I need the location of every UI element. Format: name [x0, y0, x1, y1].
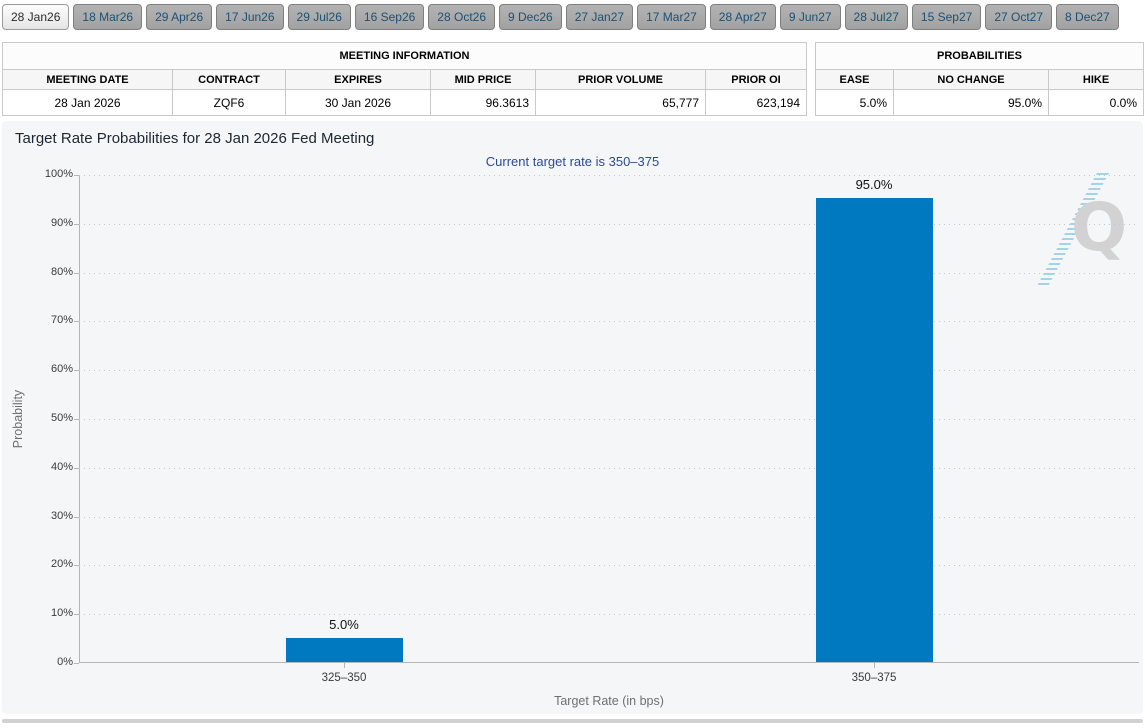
gridline-20 [79, 565, 1139, 567]
y-tick-10 [74, 614, 79, 616]
bar-325-350 [285, 637, 403, 662]
meeting-information-data-row: 28 Jan 2026 ZQF6 30 Jan 2026 96.3613 65,777 6… [2, 89, 807, 116]
x-tick-350-375 [874, 663, 875, 668]
y-tick-70 [74, 321, 79, 323]
bar-value-label-325-350: 5.0% [329, 616, 359, 632]
tab-17-mar27[interactable]: 17 Mar27 [637, 4, 706, 30]
x-tick-label-350-375: 350–375 [851, 672, 897, 684]
tab-17-jun26[interactable]: 17 Jun26 [216, 4, 284, 30]
probabilities-header-row: EASE NO CHANGE HIKE [815, 69, 1145, 90]
meeting-information-header-row: MEETING DATE CONTRACT EXPIRES MID PRICE PRIO… [2, 69, 807, 90]
bar-350-375 [815, 198, 933, 662]
prob-col-ease: EASE [815, 69, 894, 90]
meeting-information-table: MEETING INFORMATION MEETING DATE CONTRACT… [2, 42, 807, 116]
gridline-30 [79, 516, 1139, 518]
meeting-col-mid-price: MID PRICE [430, 69, 536, 90]
gridline-70 [79, 321, 1139, 323]
gridline-40 [79, 467, 1139, 469]
chart-title: Target Rate Probabilities for 28 Jan 202… [15, 130, 375, 147]
y-tick-label-0: 0% [57, 656, 73, 668]
tab-27-jan27[interactable]: 27 Jan27 [565, 4, 634, 30]
gridline-10 [79, 614, 1139, 616]
summary-tables: MEETING INFORMATION MEETING DATE CONTRACT… [2, 42, 1145, 116]
x-tick-label-325-350: 325–350 [321, 672, 367, 684]
meeting-col-expires: EXPIRES [285, 69, 431, 90]
x-axis-title: Target Rate (in bps) [554, 694, 664, 708]
meeting-cell-65-777: 65,777 [535, 89, 706, 116]
meeting-cell-96-3613: 96.3613 [430, 89, 536, 116]
meeting-col-prior-oi: PRIOR OI [705, 69, 807, 90]
probabilities-table: PROBABILITIES EASE NO CHANGE HIKE 5.0% 95.0… [814, 42, 1145, 116]
prob-col-hike: HIKE [1047, 69, 1145, 90]
gridline-60 [79, 370, 1139, 372]
meeting-col-contract: CONTRACT [172, 69, 286, 90]
tab-29-apr26[interactable]: 29 Apr26 [146, 4, 213, 30]
y-tick-30 [74, 516, 79, 518]
x-tick-325-350 [344, 663, 345, 668]
probabilities-data-row: 5.0% 95.0% 0.0% [815, 89, 1145, 116]
tab-18-mar26[interactable]: 18 Mar26 [73, 4, 143, 30]
prob-cell-95-0: 95.0% [893, 89, 1049, 116]
y-tick-label-70: 70% [50, 314, 73, 327]
x-axis-line [79, 662, 1139, 663]
y-tick-50 [74, 419, 79, 420]
tab-15-sep27[interactable]: 15 Sep27 [911, 4, 982, 30]
prob-col-no-change: NO CHANGE [893, 69, 1049, 90]
y-tick-40 [74, 467, 79, 469]
gridline-90 [79, 223, 1139, 225]
tab-9-jun27[interactable]: 9 Jun27 [779, 4, 841, 30]
tab-16-sep26[interactable]: 16 Sep26 [354, 4, 425, 30]
y-tick-label-50: 50% [50, 412, 73, 424]
meeting-col-meeting-date: MEETING DATE [2, 69, 173, 90]
y-tick-80 [74, 272, 79, 274]
tab-28-oct26[interactable]: 28 Oct26 [428, 4, 495, 30]
tab-9-dec26[interactable]: 9 Dec26 [499, 4, 562, 30]
probabilities-title: PROBABILITIES [814, 42, 1145, 70]
chart-subtitle: Current target rate is 350–375 [485, 154, 660, 169]
meeting-date-tabbar: 28 Jan26 18 Mar26 29 Apr26 17 Jun26 29 Jul26… [2, 4, 1119, 30]
gridline-80 [79, 272, 1139, 274]
meeting-cell-28-jan-2026: 28 Jan 2026 [2, 89, 173, 116]
y-axis-title: Probability [11, 389, 26, 449]
y-tick-label-100: 100% [44, 168, 73, 180]
gridline-100 [79, 175, 1139, 176]
tab-28-jan26[interactable]: 28 Jan26 [2, 4, 70, 30]
meeting-cell-zqf6: ZQF6 [172, 89, 286, 116]
bottom-section-divider [2, 719, 1143, 723]
y-tick-20 [74, 565, 79, 567]
y-tick-label-80: 80% [50, 265, 73, 278]
y-tick-label-20: 20% [50, 558, 73, 571]
meeting-information-title: MEETING INFORMATION [2, 42, 807, 70]
tab-27-oct27[interactable]: 27 Oct27 [985, 4, 1053, 30]
meeting-cell-30-jan-2026: 30 Jan 2026 [285, 89, 431, 116]
y-tick-label-10: 10% [50, 607, 73, 620]
tab-29-jul26[interactable]: 29 Jul26 [287, 4, 351, 30]
bar-value-label-350-375: 95.0% [855, 177, 893, 193]
tab-8-dec27[interactable]: 8 Dec27 [1056, 4, 1119, 30]
y-tick-label-60: 60% [50, 363, 73, 376]
y-tick-0 [74, 663, 79, 664]
meeting-col-prior-volume: PRIOR VOLUME [535, 69, 706, 90]
prob-cell-5-0: 5.0% [815, 89, 894, 116]
target-rate-chart-panel: Target Rate Probabilities for 28 Jan 202… [2, 121, 1143, 714]
y-tick-label-90: 90% [50, 216, 73, 229]
y-tick-90 [74, 223, 79, 225]
y-tick-60 [74, 370, 79, 372]
tab-28-jul27[interactable]: 28 Jul27 [844, 4, 908, 30]
y-tick-label-40: 40% [50, 460, 73, 473]
gridline-50 [79, 419, 1139, 420]
bar-chart-plot-area: Probability 0% 10% 20% 30% 40% 50% 60% 70% 80% 90… [11, 168, 1139, 708]
meeting-cell-623-194: 623,194 [705, 89, 807, 116]
tab-28-apr27[interactable]: 28 Apr27 [709, 4, 776, 30]
prob-cell-0-0: 0.0% [1047, 89, 1145, 116]
y-tick-100 [74, 175, 79, 176]
y-tick-label-30: 30% [50, 509, 73, 522]
